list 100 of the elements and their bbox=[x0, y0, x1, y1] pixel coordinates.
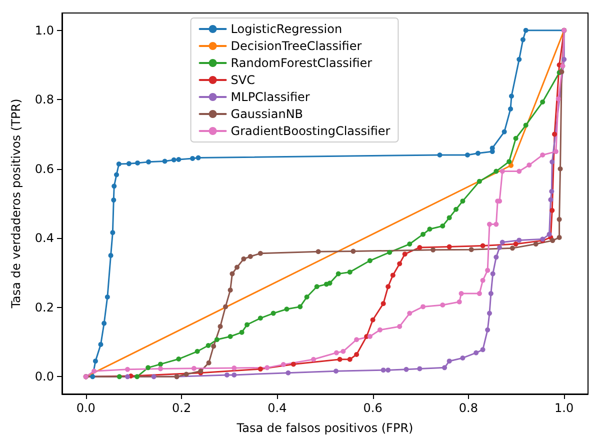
point bbox=[397, 324, 402, 329]
point bbox=[334, 368, 338, 374]
point bbox=[214, 337, 220, 342]
point bbox=[540, 100, 546, 105]
point bbox=[110, 230, 116, 236]
point bbox=[420, 304, 426, 310]
point bbox=[347, 270, 352, 275]
point bbox=[280, 362, 286, 368]
point bbox=[90, 374, 96, 380]
point bbox=[460, 355, 466, 360]
point bbox=[336, 271, 341, 276]
point bbox=[134, 374, 140, 380]
point bbox=[437, 152, 442, 158]
point bbox=[513, 136, 518, 141]
point bbox=[116, 162, 122, 167]
point bbox=[407, 242, 412, 247]
point bbox=[158, 366, 164, 372]
point bbox=[549, 188, 554, 194]
point bbox=[497, 244, 502, 250]
point bbox=[500, 168, 505, 174]
point bbox=[354, 352, 360, 358]
point bbox=[239, 330, 244, 335]
point bbox=[526, 162, 532, 168]
point bbox=[516, 238, 522, 243]
point bbox=[508, 106, 514, 112]
point bbox=[218, 324, 223, 329]
point bbox=[510, 246, 515, 251]
legend-label: GradientBoostingClassifier bbox=[230, 124, 390, 138]
legend-label: GaussianNB bbox=[230, 107, 304, 121]
point bbox=[490, 271, 496, 276]
point bbox=[190, 156, 196, 161]
point bbox=[550, 208, 555, 213]
point bbox=[232, 366, 237, 371]
point bbox=[494, 254, 499, 260]
point bbox=[258, 250, 263, 256]
x-tick-label: 0.8 bbox=[458, 401, 478, 415]
point bbox=[387, 250, 392, 255]
point bbox=[502, 129, 507, 134]
point bbox=[158, 362, 164, 367]
point bbox=[367, 258, 372, 264]
point bbox=[390, 272, 396, 278]
point bbox=[476, 291, 482, 296]
y-tick-label: 0.8 bbox=[34, 92, 54, 107]
point bbox=[184, 372, 189, 377]
point bbox=[397, 261, 402, 266]
point bbox=[126, 161, 132, 166]
point bbox=[206, 343, 211, 348]
point bbox=[446, 244, 452, 250]
point bbox=[386, 368, 391, 373]
point bbox=[116, 374, 122, 380]
y-tick-label: 0.0 bbox=[34, 370, 54, 384]
point bbox=[508, 94, 514, 99]
point bbox=[290, 362, 296, 367]
point bbox=[430, 247, 436, 252]
point bbox=[553, 149, 558, 154]
point bbox=[228, 334, 233, 339]
point bbox=[347, 356, 352, 362]
point bbox=[98, 342, 104, 347]
point bbox=[367, 334, 372, 339]
point bbox=[556, 234, 562, 240]
x-axis-title: Tasa de falsos positivos (FPR) bbox=[236, 421, 414, 435]
point bbox=[211, 344, 216, 349]
point bbox=[523, 28, 528, 33]
point bbox=[380, 301, 386, 306]
point bbox=[550, 159, 555, 164]
point bbox=[230, 271, 235, 276]
y-tick-label: 0.6 bbox=[34, 162, 54, 176]
point bbox=[506, 159, 512, 164]
point bbox=[146, 159, 152, 164]
point bbox=[92, 358, 98, 364]
point bbox=[135, 160, 140, 166]
point bbox=[550, 238, 556, 244]
point bbox=[176, 356, 182, 362]
point bbox=[162, 158, 168, 164]
point bbox=[354, 337, 360, 342]
point bbox=[244, 322, 250, 328]
point bbox=[516, 56, 522, 62]
point bbox=[125, 366, 130, 372]
point bbox=[488, 291, 494, 296]
point bbox=[171, 157, 176, 162]
point bbox=[151, 374, 156, 380]
point bbox=[104, 294, 110, 300]
point bbox=[417, 244, 422, 250]
point bbox=[386, 284, 391, 290]
point bbox=[440, 224, 446, 229]
point bbox=[304, 294, 310, 300]
point bbox=[562, 56, 567, 62]
legend-label: LogisticRegression bbox=[230, 22, 342, 36]
point bbox=[224, 372, 230, 378]
point bbox=[533, 242, 538, 247]
legend-label: DecisionTreeClassifier bbox=[230, 39, 362, 53]
point bbox=[420, 232, 426, 237]
point bbox=[480, 347, 486, 352]
point bbox=[500, 240, 505, 245]
point bbox=[556, 216, 562, 222]
point bbox=[494, 168, 499, 174]
point bbox=[248, 254, 253, 259]
point bbox=[427, 226, 432, 232]
point bbox=[446, 358, 452, 364]
point bbox=[556, 96, 561, 102]
